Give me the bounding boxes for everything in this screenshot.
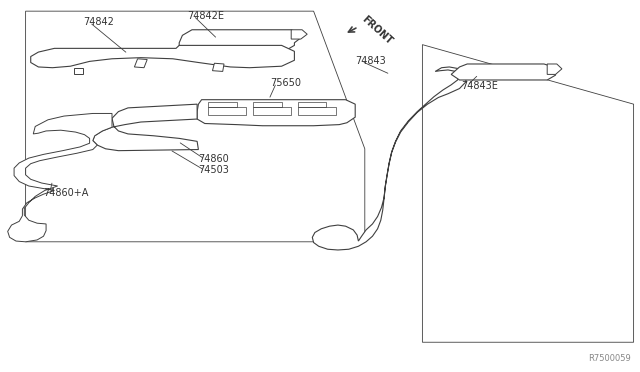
Text: 74860: 74860 — [198, 154, 229, 164]
Polygon shape — [212, 63, 224, 71]
Text: 74842E: 74842E — [187, 11, 224, 20]
Polygon shape — [93, 104, 198, 151]
Polygon shape — [547, 64, 562, 74]
Text: FRONT: FRONT — [360, 14, 394, 46]
Bar — [208, 107, 246, 115]
Polygon shape — [74, 68, 83, 74]
Text: 74842: 74842 — [83, 17, 114, 27]
Polygon shape — [26, 11, 365, 242]
Polygon shape — [179, 30, 304, 49]
Bar — [298, 107, 336, 115]
Text: 74843: 74843 — [355, 57, 386, 66]
Text: 74503: 74503 — [198, 166, 229, 175]
Polygon shape — [197, 100, 355, 126]
Polygon shape — [312, 67, 466, 250]
Polygon shape — [134, 59, 147, 68]
Text: 75650: 75650 — [270, 78, 301, 87]
Text: 74860+A: 74860+A — [44, 188, 89, 198]
Bar — [253, 102, 282, 107]
Bar — [298, 102, 326, 107]
Polygon shape — [451, 64, 556, 80]
Polygon shape — [8, 113, 112, 242]
Polygon shape — [291, 30, 307, 39]
Text: 74843E: 74843E — [461, 81, 498, 90]
Polygon shape — [31, 45, 294, 68]
Bar — [253, 107, 291, 115]
Polygon shape — [422, 45, 634, 342]
Text: R7500059: R7500059 — [588, 354, 630, 363]
Bar — [208, 102, 237, 107]
